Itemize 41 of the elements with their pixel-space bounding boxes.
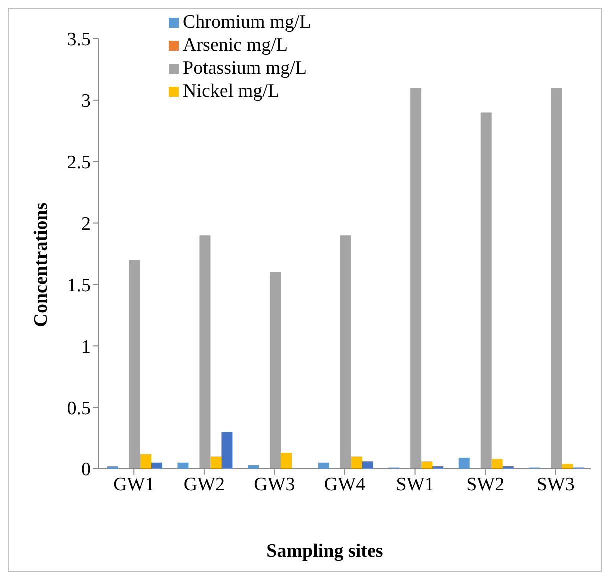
bar <box>480 112 492 469</box>
bar <box>200 236 211 469</box>
y-axis-title: Concentrations <box>31 202 53 328</box>
bar <box>562 464 574 469</box>
x-tick-label: GW2 <box>184 474 226 496</box>
bar <box>340 236 352 469</box>
y-tick-label: 0.5 <box>67 398 91 420</box>
legend-label: Chromium mg/L <box>183 11 312 34</box>
bar <box>129 260 140 469</box>
bar <box>551 88 562 469</box>
legend-label: Arsenic mg/L <box>183 34 288 57</box>
y-tick-label: 2 <box>82 214 91 236</box>
legend-label: Potassium mg/L <box>183 57 308 80</box>
y-tick-label: 3 <box>82 91 91 112</box>
y-tick-label: 3.5 <box>67 30 91 51</box>
bar <box>140 454 152 469</box>
y-tick-label: 0 <box>82 460 91 481</box>
x-tick-label: SW2 <box>466 474 505 496</box>
x-tick-label: SW1 <box>396 474 434 496</box>
bar <box>458 458 470 469</box>
x-tick-label: GW1 <box>114 474 155 496</box>
y-tick-label: 1.5 <box>67 275 91 296</box>
y-tick-label: 2.5 <box>67 152 91 174</box>
bar <box>210 456 222 469</box>
y-tick-label: 1 <box>82 336 91 358</box>
x-axis-title: Sampling sites <box>266 541 384 563</box>
legend-label: Nickel mg/L <box>183 80 280 103</box>
x-tick-label: GW3 <box>254 474 296 496</box>
x-tick-label: SW3 <box>536 474 575 496</box>
bar <box>222 432 233 469</box>
bar <box>410 88 422 469</box>
bar <box>178 462 189 469</box>
bar <box>362 462 374 469</box>
bar <box>270 272 282 469</box>
bar <box>492 459 503 469</box>
bar <box>151 462 162 469</box>
bar <box>422 462 433 469</box>
bar <box>351 456 362 469</box>
bar <box>318 462 330 469</box>
bar <box>281 453 292 469</box>
x-tick-label: GW4 <box>324 474 366 496</box>
